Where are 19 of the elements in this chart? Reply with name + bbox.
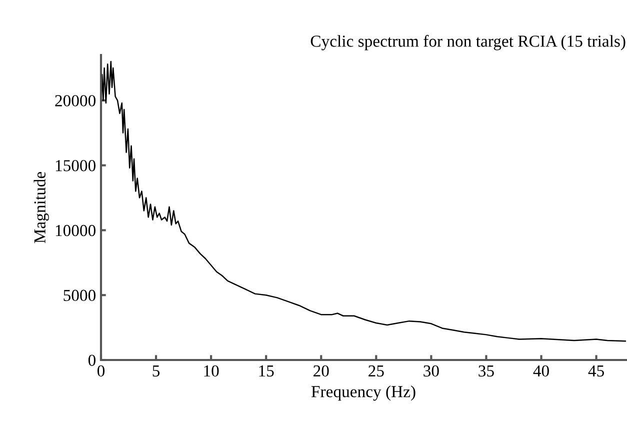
line-series xyxy=(101,60,626,342)
x-tick-label: 45 xyxy=(588,365,604,377)
y-tick-label: 15000 xyxy=(56,160,96,172)
x-tick-label: 35 xyxy=(478,365,494,377)
y-axis-title: Magnitude xyxy=(34,172,49,244)
chart-title: Cyclic spectrum for non target RCIA (15 trials) xyxy=(310,34,626,50)
x-axis-title: Frequency (Hz) xyxy=(311,386,416,401)
x-tick-label: 30 xyxy=(424,365,439,377)
x-tick-label: 40 xyxy=(533,365,549,377)
x-tick-label: 0 xyxy=(97,365,105,377)
x-tick-label: 10 xyxy=(204,365,219,377)
y-tick-label: 0 xyxy=(88,354,96,366)
x-tick-label: 20 xyxy=(314,365,329,377)
x-tick-label: 5 xyxy=(152,366,160,377)
y-tick-label: 5000 xyxy=(64,290,96,302)
x-tick-label: 15 xyxy=(259,365,274,377)
y-tick-label: 10000 xyxy=(56,224,96,236)
y-tick-label: 20000 xyxy=(55,95,96,106)
x-tick-label: 25 xyxy=(368,365,384,377)
